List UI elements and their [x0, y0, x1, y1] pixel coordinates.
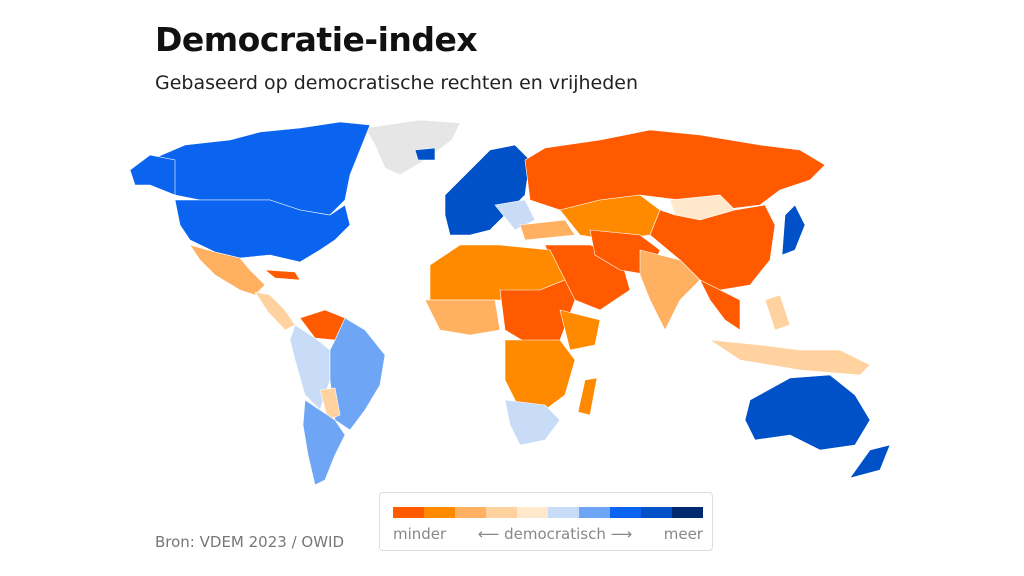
legend: minder ⟵ democratisch ⟶ meer: [379, 492, 713, 551]
legend-swatch-1: [424, 507, 455, 518]
horn-of-africa[interactable]: [559, 309, 601, 351]
legend-swatch-3: [486, 507, 517, 518]
legend-swatch-6: [579, 507, 610, 518]
legend-swatch-5: [548, 507, 579, 518]
legend-swatch-0: [393, 507, 424, 518]
legend-label-high: meer: [663, 525, 703, 543]
cuba[interactable]: [264, 269, 301, 281]
greenland[interactable]: [364, 119, 461, 176]
madagascar[interactable]: [577, 377, 598, 416]
india[interactable]: [639, 249, 701, 331]
russia[interactable]: [524, 129, 826, 211]
south-africa[interactable]: [504, 399, 561, 446]
west-africa[interactable]: [424, 299, 501, 336]
legend-label-middle: ⟵ democratisch ⟶: [477, 525, 633, 543]
legend-swatch-9: [672, 507, 703, 518]
mexico[interactable]: [189, 244, 266, 296]
east-southern-africa[interactable]: [504, 339, 576, 411]
canada[interactable]: [149, 121, 371, 216]
australia[interactable]: [744, 374, 871, 451]
legend-swatch-7: [610, 507, 641, 518]
brazil[interactable]: [329, 317, 386, 431]
balkans[interactable]: [494, 199, 536, 231]
iceland[interactable]: [414, 147, 436, 161]
turkey[interactable]: [519, 219, 576, 241]
legend-swatch-8: [641, 507, 672, 518]
central-america[interactable]: [254, 291, 296, 331]
legend-swatch-4: [517, 507, 548, 518]
usa[interactable]: [174, 199, 351, 263]
southeast-asia[interactable]: [699, 279, 741, 331]
legend-label-low: minder: [393, 525, 447, 543]
page-title: Democratie-index: [155, 20, 478, 59]
new-zealand[interactable]: [849, 444, 891, 479]
alaska[interactable]: [129, 154, 176, 196]
japan[interactable]: [781, 204, 806, 256]
bolivia-paraguay[interactable]: [319, 387, 341, 421]
legend-swatch-2: [455, 507, 486, 518]
legend-color-scale: [393, 507, 703, 518]
argentina-chile[interactable]: [302, 399, 346, 486]
page-subtitle: Gebaseerd op democratische rechten en vr…: [155, 72, 639, 94]
indonesia[interactable]: [709, 339, 871, 376]
philippines[interactable]: [764, 294, 791, 331]
source-note: Bron: VDEM 2023 / OWID: [155, 533, 345, 551]
